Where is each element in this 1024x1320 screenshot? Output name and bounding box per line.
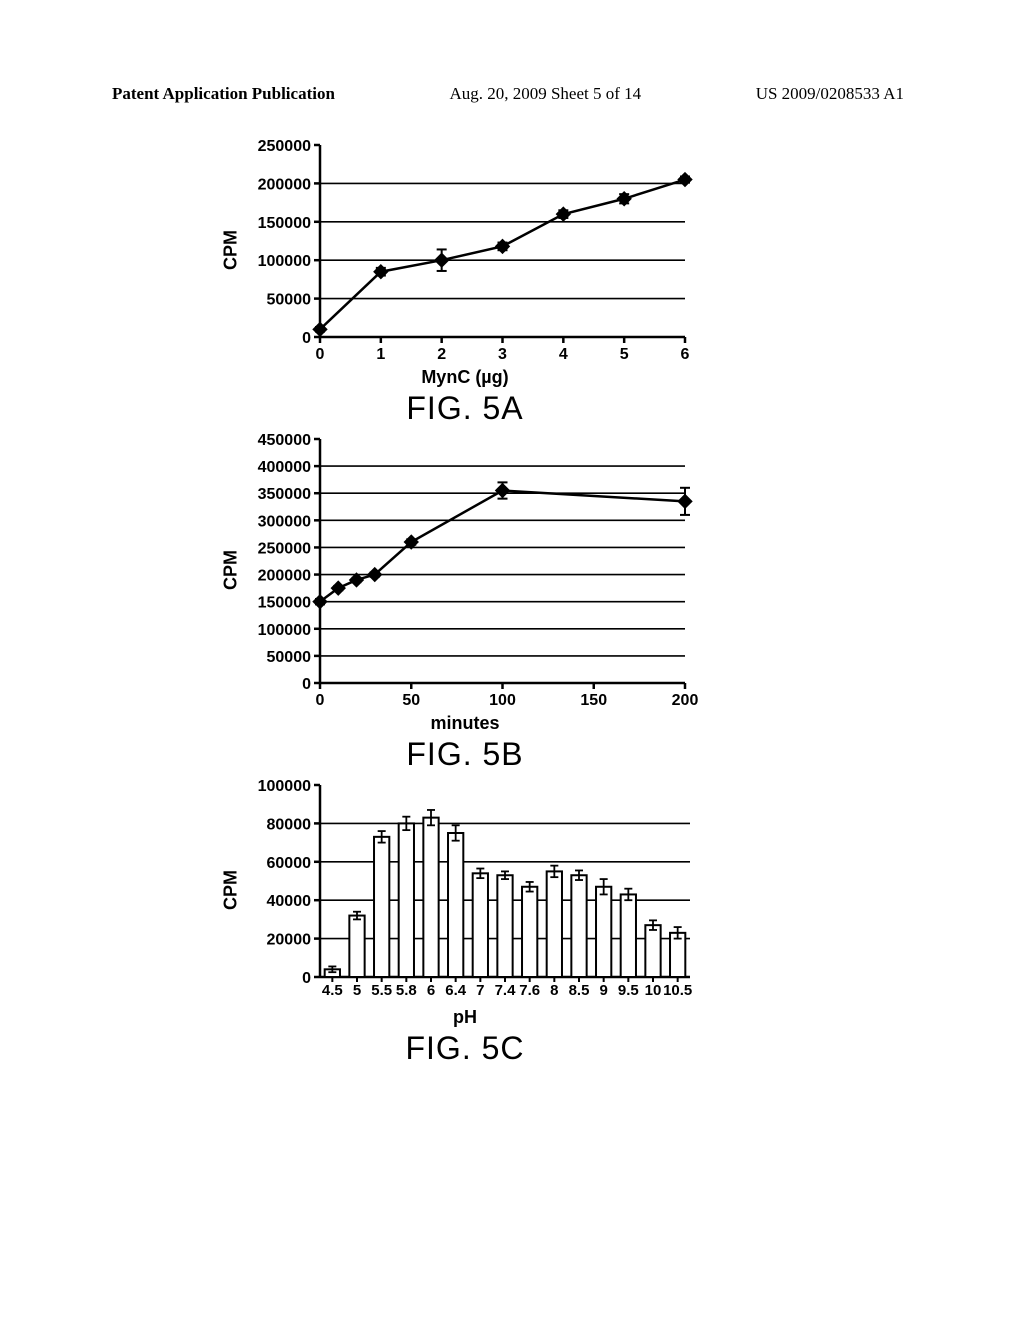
svg-text:150: 150 xyxy=(580,692,607,709)
xlabel-5c: pH xyxy=(453,1007,477,1028)
svg-text:50000: 50000 xyxy=(267,649,312,666)
header-mid: Aug. 20, 2009 Sheet 5 of 14 xyxy=(449,84,641,104)
chart-5c: 0 20000 40000 60000 80000 100000 4.5 5 5.55.8 6 6.… xyxy=(225,775,705,1005)
svg-text:50000: 50000 xyxy=(267,292,312,309)
chart-5b-wrap: CPM 050000100000150000200000250000300000… xyxy=(225,429,705,711)
svg-text:9.5: 9.5 xyxy=(618,982,639,999)
svg-text:8: 8 xyxy=(550,982,558,999)
svg-text:250000: 250000 xyxy=(258,138,311,155)
svg-text:150000: 150000 xyxy=(258,595,311,612)
figure-5c: CPM 0 20000 40000 60000 80000 100000 4.5 5 5.55.… xyxy=(210,775,720,1067)
svg-text:60000: 60000 xyxy=(267,855,312,872)
svg-text:0: 0 xyxy=(316,692,325,709)
svg-text:300000: 300000 xyxy=(258,513,311,530)
svg-text:6.4: 6.4 xyxy=(445,982,467,999)
svg-text:0: 0 xyxy=(302,970,311,987)
svg-text:1: 1 xyxy=(376,346,385,363)
fig-title-5c: FIG. 5C xyxy=(405,1030,524,1067)
chart-5a-wrap: CPM 050000100000150000200000250000012345… xyxy=(225,135,705,365)
xlabel-5b: minutes xyxy=(430,713,499,734)
xlabel-5a: MynC (µg) xyxy=(421,367,508,388)
svg-text:20000: 20000 xyxy=(267,932,312,949)
svg-text:3: 3 xyxy=(498,346,507,363)
svg-text:40000: 40000 xyxy=(267,893,312,910)
svg-text:450000: 450000 xyxy=(258,432,311,449)
svg-text:0: 0 xyxy=(302,676,311,693)
svg-text:5: 5 xyxy=(353,982,361,999)
svg-text:7.6: 7.6 xyxy=(519,982,540,999)
figure-5b: CPM 0 50000 100000 150000 200000 250000 300000… xyxy=(210,429,720,773)
chart-5c-wrap: CPM 0200004000060000800001000004.555.55.… xyxy=(225,775,705,1005)
svg-text:6: 6 xyxy=(427,982,435,999)
ylabel-5c: CPM xyxy=(221,870,242,910)
svg-text:2: 2 xyxy=(437,346,446,363)
svg-text:5.8: 5.8 xyxy=(396,982,417,999)
svg-text:100000: 100000 xyxy=(258,778,311,795)
svg-text:7: 7 xyxy=(476,982,484,999)
header-left: Patent Application Publication xyxy=(112,84,335,104)
svg-text:200000: 200000 xyxy=(258,176,311,193)
svg-text:350000: 350000 xyxy=(258,486,311,503)
svg-text:0: 0 xyxy=(316,346,325,363)
header-right: US 2009/0208533 A1 xyxy=(756,84,904,104)
svg-text:10.5: 10.5 xyxy=(663,982,692,999)
svg-text:4: 4 xyxy=(559,346,568,363)
figures-column: CPM 050000100000150000200000250000012345… xyxy=(210,135,720,1067)
svg-text:5.5: 5.5 xyxy=(371,982,392,999)
svg-text:50: 50 xyxy=(402,692,420,709)
svg-text:400000: 400000 xyxy=(258,459,311,476)
svg-text:80000: 80000 xyxy=(267,816,312,833)
chart-5b: 0 50000 100000 150000 200000 250000 300000 3500… xyxy=(225,429,705,711)
svg-text:9: 9 xyxy=(599,982,607,999)
fig-title-5a: FIG. 5A xyxy=(406,390,523,427)
ylabel-5b: CPM xyxy=(221,550,242,590)
chart-5a: 0 50000 100000 150000 200000 250000 0 1 2 3 4 5 6 xyxy=(225,135,705,365)
svg-text:200000: 200000 xyxy=(258,568,311,585)
svg-text:150000: 150000 xyxy=(258,215,311,232)
svg-text:10: 10 xyxy=(645,982,662,999)
svg-text:4.5: 4.5 xyxy=(322,982,343,999)
svg-text:100000: 100000 xyxy=(258,622,311,639)
ylabel-5a: CPM xyxy=(221,230,242,270)
svg-text:0: 0 xyxy=(302,330,311,347)
figure-5a: CPM 0 50000 100000 150000 200000 250000 0 1 2 3 4 5… xyxy=(210,135,720,427)
svg-text:6: 6 xyxy=(681,346,690,363)
page-header: Patent Application Publication Aug. 20, … xyxy=(0,84,1024,104)
svg-text:200: 200 xyxy=(672,692,699,709)
svg-text:8.5: 8.5 xyxy=(569,982,590,999)
svg-text:100000: 100000 xyxy=(258,253,311,270)
fig-title-5b: FIG. 5B xyxy=(406,736,523,773)
svg-text:100: 100 xyxy=(489,692,516,709)
svg-text:250000: 250000 xyxy=(258,540,311,557)
svg-text:5: 5 xyxy=(620,346,629,363)
svg-text:7.4: 7.4 xyxy=(495,982,517,999)
